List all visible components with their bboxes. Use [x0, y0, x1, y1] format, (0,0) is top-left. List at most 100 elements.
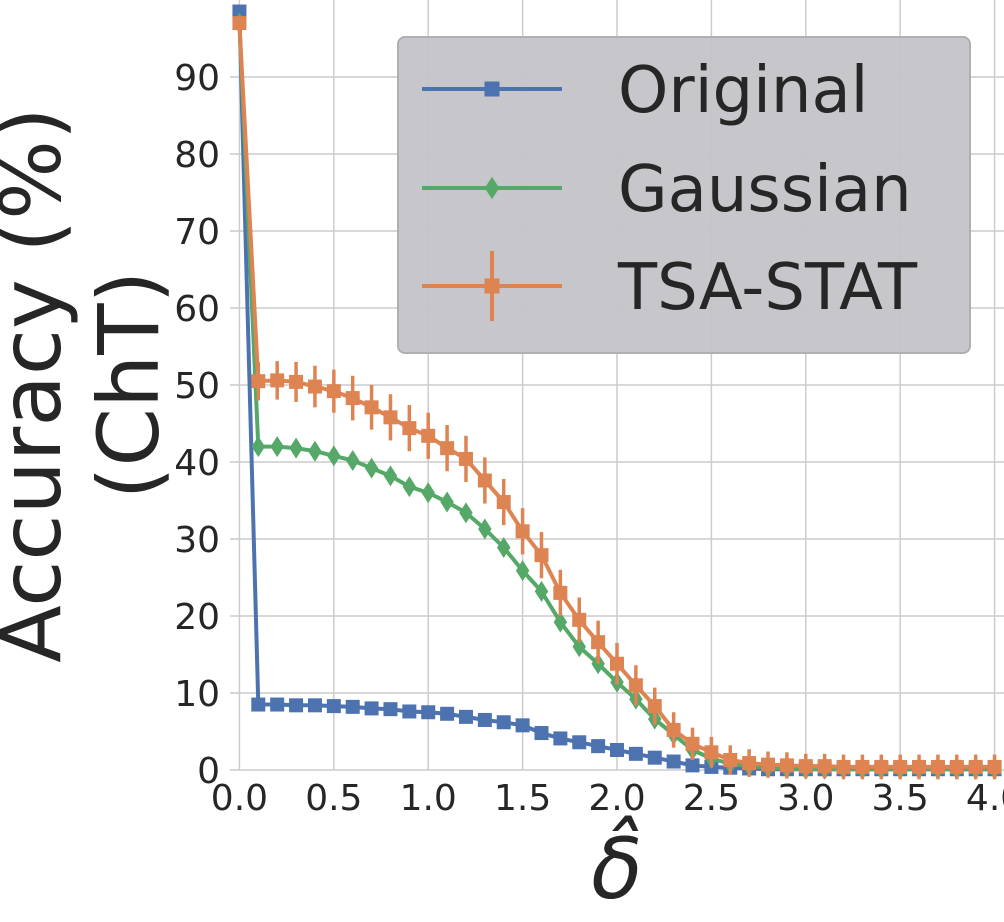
tsa-stat-point [364, 400, 379, 415]
original-point [421, 705, 436, 720]
legend: Original Gaussian TSA-STAT [397, 36, 971, 354]
tsa-stat-point [458, 451, 473, 466]
x-tick-label: 3.5 [872, 778, 929, 819]
legend-swatch-marker [484, 278, 500, 294]
tsa-stat-point [572, 612, 587, 627]
gaussian-point [308, 440, 322, 462]
tsa-stat-point [553, 585, 568, 600]
gaussian-point [421, 482, 435, 504]
original-point [666, 754, 681, 769]
gaussian-point [459, 502, 473, 524]
legend-frame [397, 36, 971, 354]
legend-item-tsa-stat: TSA-STAT [422, 251, 918, 325]
tsa-stat-point [761, 757, 776, 772]
tsa-stat-point [289, 374, 304, 389]
axis-ticks: 0.0 0.5 1.0 1.5 2.0 2.5 3.0 3.5 4.0 0 10 20 30 40 50 60… [174, 58, 1004, 819]
tsa-stat-point [232, 16, 247, 31]
tsa-stat-point [270, 373, 285, 388]
x-axis-title: δ̂ [591, 815, 642, 918]
y-tick-label: 80 [174, 135, 220, 176]
tsa-stat-point [515, 524, 530, 539]
y-tick-label: 10 [174, 674, 220, 715]
x-tick-label: 3.0 [777, 778, 834, 819]
original-point [402, 704, 417, 719]
tsa-stat-point [402, 421, 417, 436]
gaussian-point [515, 560, 530, 582]
original-point [685, 758, 700, 773]
gaussian-point [327, 445, 341, 467]
gaussian-point [270, 436, 284, 458]
tsa-stat-point [949, 759, 964, 774]
original-point [251, 697, 266, 712]
gaussian-point [534, 580, 549, 602]
gaussian-point [383, 465, 398, 487]
original-point [232, 4, 247, 19]
tsa-stat-point [610, 656, 624, 671]
original-point [591, 739, 606, 754]
plot-area [232, 4, 1002, 780]
tsa-stat-point [251, 374, 266, 389]
tsa-stat-point [874, 759, 889, 774]
original-point [515, 718, 530, 733]
original-point [628, 746, 643, 761]
tsa-stat-point [798, 759, 813, 774]
tsa-stat-point [666, 722, 681, 737]
y-axis-title-line-2: (ChT) [80, 271, 178, 500]
y-tick-label: 60 [174, 289, 220, 330]
tsa-stat-point [307, 379, 322, 394]
original-point [647, 750, 662, 765]
original-point [496, 715, 511, 730]
gaussian-point [572, 636, 586, 658]
tsa-stat-point [345, 391, 360, 406]
original-point [307, 698, 322, 713]
y-tick-label: 40 [174, 443, 220, 484]
gaussian-point [289, 437, 303, 459]
gaussian-point [440, 491, 454, 513]
tsa-stat-point [704, 745, 719, 760]
series-tsa-stat [232, 16, 1002, 780]
tsa-stat-point [440, 441, 455, 456]
tsa-stat-point [836, 759, 851, 774]
original-point [572, 735, 587, 750]
original-point [477, 712, 492, 727]
gaussian-point [345, 449, 360, 471]
tsa-stat-point [893, 759, 908, 774]
gaussian-point [553, 611, 568, 633]
tsa-stat-point [421, 428, 436, 443]
tsa-stat-point [628, 678, 643, 693]
legend-label-tsa-stat: TSA-STAT [617, 251, 918, 325]
y-axis-title-line-1: Accuracy (%) [0, 107, 80, 663]
original-point [383, 702, 398, 717]
x-tick-label: 1.5 [494, 778, 551, 819]
y-tick-label: 30 [174, 520, 220, 561]
tsa-stat-point [723, 752, 738, 767]
legend-item-gaussian: Gaussian [422, 153, 912, 227]
original-point [345, 699, 360, 714]
x-tick-label: 1.0 [400, 778, 457, 819]
original-point [289, 698, 304, 713]
legend-label-gaussian: Gaussian [618, 153, 912, 227]
tsa-stat-point [912, 759, 927, 774]
tsa-stat-point [779, 758, 794, 773]
tsa-stat-point [685, 736, 700, 751]
tsa-stat-point [968, 759, 983, 774]
original-point [440, 706, 455, 721]
legend-swatch-marker [484, 176, 500, 200]
tsa-stat-point [742, 756, 757, 771]
gaussian-point [497, 536, 511, 558]
legend-label-original: Original [618, 54, 868, 128]
tsa-stat-point [930, 759, 945, 774]
tsa-stat-point [534, 548, 549, 563]
legend-item-original: Original [422, 54, 868, 128]
y-tick-label: 90 [174, 58, 220, 99]
x-tick-label: 0.5 [305, 778, 362, 819]
original-point [270, 697, 285, 712]
y-tick-label: 70 [174, 212, 220, 253]
tsa-stat-point [477, 473, 492, 488]
tsa-stat-point [855, 759, 870, 774]
y-tick-label: 20 [174, 597, 220, 638]
original-point [534, 726, 549, 741]
gaussian-point [402, 476, 417, 498]
tsa-stat-point [591, 635, 606, 650]
